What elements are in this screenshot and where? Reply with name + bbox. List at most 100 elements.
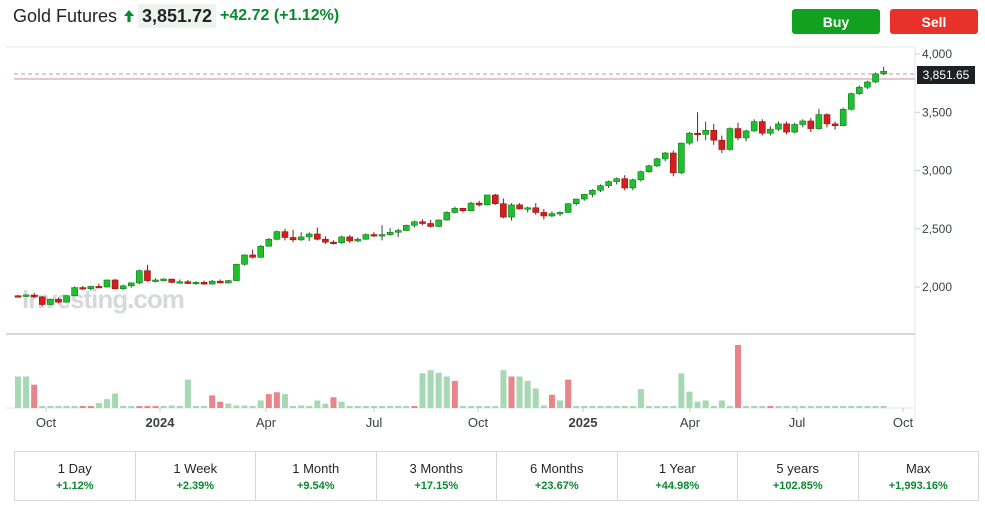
candle (815, 108, 823, 130)
period-3-months[interactable]: 3 Months +17.15% (377, 452, 497, 500)
candle-body (637, 171, 645, 181)
candle-body (95, 286, 103, 289)
period-1-month[interactable]: 1 Month +9.54% (256, 452, 377, 500)
period-max[interactable]: Max +1,993.16% (859, 452, 979, 500)
volume-bar (548, 394, 555, 408)
volume-bar (63, 406, 70, 408)
candle (168, 278, 176, 284)
candle-body (257, 245, 265, 258)
volume-bar (670, 406, 677, 408)
candle-body (524, 207, 531, 210)
period-1-year[interactable]: 1 Year +44.98% (618, 452, 738, 500)
candle-body (225, 280, 232, 284)
candle (63, 295, 70, 303)
candle-body (823, 114, 831, 125)
candle (637, 170, 645, 182)
candle (386, 228, 394, 236)
candle (516, 203, 523, 210)
candle-body (548, 213, 556, 217)
volume-bar (880, 406, 887, 408)
candle-body (241, 254, 248, 265)
candle (767, 126, 774, 136)
candle-body (589, 190, 596, 195)
candle (362, 233, 370, 240)
candle-body (354, 238, 362, 242)
candle-body (346, 236, 353, 242)
volume-bar (128, 406, 135, 408)
candle (346, 235, 353, 243)
volume-bar (751, 406, 758, 408)
period-change: +17.15% (414, 480, 459, 492)
volume-bar (476, 406, 483, 408)
sell-button[interactable]: Sell (890, 9, 978, 34)
candle-body (678, 142, 685, 174)
candle (702, 121, 709, 141)
volume-bar (152, 406, 159, 408)
candle (22, 294, 30, 297)
volume-bar (589, 406, 596, 408)
candle-body (564, 203, 572, 213)
candle-body (152, 279, 159, 282)
volume-bar (605, 406, 612, 408)
candle-body (427, 223, 434, 227)
candle-body (144, 270, 151, 281)
volume-bar (484, 406, 491, 408)
candle (79, 285, 87, 290)
volume-bar (767, 406, 774, 408)
volume-bar (112, 393, 119, 408)
price-level-label: 3,500 (922, 105, 952, 119)
candle-body (305, 233, 313, 238)
candle (411, 220, 418, 228)
volume-bar (79, 406, 86, 408)
candle-body (492, 194, 499, 205)
candle (394, 228, 402, 237)
volume-bar (403, 406, 410, 408)
volume-bar (217, 401, 224, 408)
candle (451, 206, 459, 214)
volume-bar (192, 406, 199, 408)
candle-body (508, 204, 515, 218)
performance-periods: 1 Day +1.12% 1 Week +2.39% 1 Month +9.54… (14, 451, 979, 501)
volume-bar (832, 406, 839, 408)
volume-bar (370, 406, 377, 408)
candle (532, 203, 540, 215)
chart-canvas[interactable]: Investing.com 2,0002,5003,0003,5004,000 … (0, 38, 985, 438)
candle (289, 229, 297, 243)
price-chart[interactable]: Investing.com 2,000 2,500 3,000 3,500 4,000 … (0, 38, 985, 438)
candle-body (856, 86, 863, 94)
candle-body (459, 208, 467, 211)
volume-bar (257, 400, 264, 408)
volume-bar (411, 406, 418, 408)
candle (597, 184, 604, 193)
candle (629, 178, 637, 191)
volume-bar (39, 406, 46, 408)
volume-bar (306, 406, 313, 408)
candle (47, 298, 54, 306)
volume-bar (775, 406, 782, 408)
candle (580, 193, 588, 201)
period-label: 3 Months (409, 461, 463, 476)
candle-body (176, 281, 184, 284)
candle-body (411, 221, 418, 226)
period-label: 6 Months (530, 461, 584, 476)
period-1-day[interactable]: 1 Day +1.12% (15, 452, 136, 500)
volume-bar (872, 406, 879, 408)
volume-bar (176, 406, 183, 408)
period-label: 1 Week (173, 461, 218, 476)
period-6-months[interactable]: 6 Months +23.67% (497, 452, 618, 500)
candle (872, 72, 879, 84)
volume-bar (629, 406, 636, 408)
period-1-week[interactable]: 1 Week +2.39% (136, 452, 256, 500)
volume-bars (15, 345, 887, 408)
volume-bar (662, 406, 669, 408)
candle-body (71, 287, 78, 297)
volume-bar (613, 406, 620, 408)
period-5-years[interactable]: 5 years +102.85% (738, 452, 859, 500)
candlestick-series (14, 66, 887, 307)
candle-body (653, 158, 661, 167)
candle (775, 121, 782, 131)
volume-bar (233, 405, 240, 408)
buy-button[interactable]: Buy (792, 9, 880, 34)
volume-bar (322, 403, 329, 408)
candle (87, 285, 95, 291)
